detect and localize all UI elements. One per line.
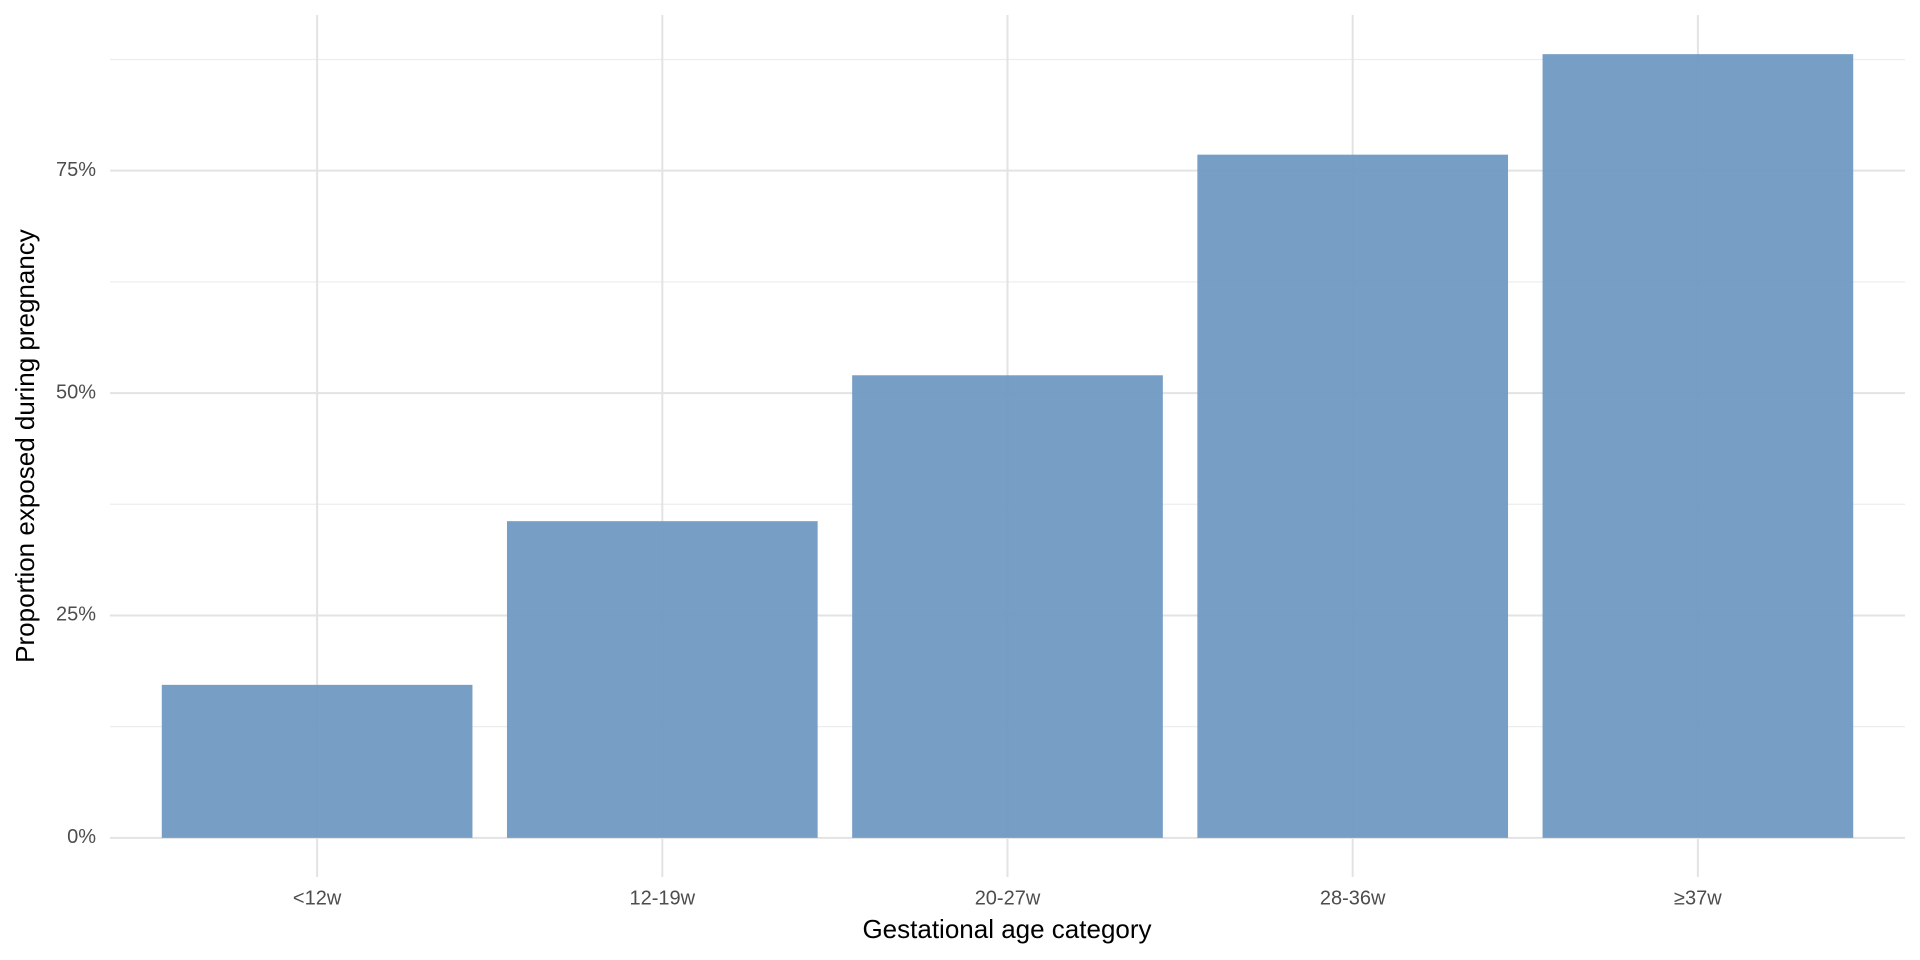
x-tick-label: ≥37w [1674,887,1722,909]
y-tick-label: 25% [56,604,96,626]
y-tick-label: 75% [56,159,96,181]
y-tick-label: 0% [67,826,96,848]
bar [852,375,1163,838]
bar [1542,54,1854,838]
bar [161,684,473,838]
x-tick-label: 12-19w [630,887,696,909]
x-tick-label: <12w [293,887,342,909]
y-tick-label: 50% [56,381,96,403]
x-tick-label: 28-36w [1320,887,1386,909]
bar [506,521,818,838]
y-axis-title: Proportion exposed during pregnancy [10,229,40,663]
x-axis-title: Gestational age category [862,914,1151,944]
x-tick-label: 20-27w [975,887,1041,909]
bar [1197,154,1509,838]
